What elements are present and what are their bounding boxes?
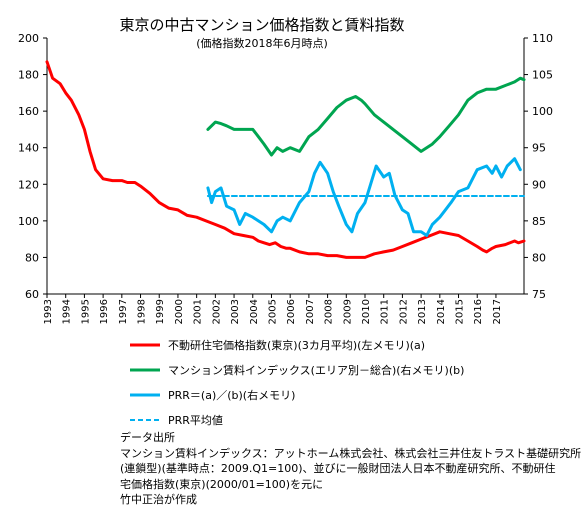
source-note-line: (連鎖型)(基準時点：2009.Q1=100)、並びに一般財団法人日本不動産研究… <box>120 462 556 475</box>
series-layer <box>45 60 526 259</box>
x-tick-label: 2014 <box>436 299 447 324</box>
x-tick-label: 1995 <box>80 299 91 324</box>
left-tick-label: 160 <box>18 105 39 118</box>
x-tick-label: 2012 <box>398 299 409 324</box>
right-tick-label: 95 <box>532 142 546 155</box>
x-tick-label: 2011 <box>380 299 391 324</box>
x-tick-label: 2017 <box>492 299 503 324</box>
series-line-1 <box>206 76 526 157</box>
right-tick-label: 85 <box>532 215 546 228</box>
right-tick-label: 105 <box>532 69 553 82</box>
x-tick-label: 2007 <box>305 299 316 324</box>
left-tick-label: 200 <box>18 32 39 45</box>
source-note-line: 竹中正治が作成 <box>120 493 197 506</box>
left-tick-label: 140 <box>18 142 39 155</box>
legend-label: 不動研住宅価格指数(東京)(3カ月平均)(左メモリ)(a) <box>168 338 425 352</box>
x-tick-label: 2010 <box>361 299 372 324</box>
source-note-line: データ出所 <box>120 431 175 444</box>
x-tick-label: 2009 <box>342 299 353 324</box>
left-tick-label: 60 <box>25 288 39 301</box>
source-note-line: 宅価格指数(東京)(2000/01=100)を元に <box>120 477 324 491</box>
right-tick-label: 100 <box>532 105 553 118</box>
series-line-2 <box>206 157 522 237</box>
right-tick-label: 110 <box>532 32 553 45</box>
left-tick-label: 100 <box>18 215 39 228</box>
x-tick-label: 1994 <box>62 299 73 324</box>
legend: 不動研住宅価格指数(東京)(3カ月平均)(左メモリ)(a) マンション賃料インデッ… <box>130 338 464 427</box>
x-tick-label: 2016 <box>473 299 484 324</box>
x-tick-label: 2008 <box>324 299 335 324</box>
chart-subtitle: (価格指数2018年6月時点) <box>196 36 328 50</box>
x-tick-label: 2005 <box>267 299 278 324</box>
source-note-line: マンション賃料インデックス：アットホーム株式会社、株式会社三井住友トラスト基礎研… <box>120 446 581 460</box>
x-tick-label: 1996 <box>99 299 110 324</box>
x-tick-label: 1998 <box>137 299 148 324</box>
chart-title: 東京の中古マンション価格指数と賃料指数 <box>119 16 404 34</box>
x-tick-label: 2013 <box>417 299 428 324</box>
legend-label: PRR＝(a)／(b)(右メモリ) <box>168 388 295 402</box>
x-tick-label: 1999 <box>155 299 166 324</box>
source-notes: データ出所 マンション賃料インデックス：アットホーム株式会社、株式会社三井住友ト… <box>120 430 581 508</box>
legend-label: マンション賃料インデックス(エリア別－総合)(右メモリ)(b) <box>168 363 464 377</box>
x-tick-label: 1997 <box>118 299 129 324</box>
x-tick-label: 2000 <box>174 299 185 324</box>
x-tick-label: 2003 <box>230 299 241 324</box>
right-tick-label: 80 <box>532 251 546 264</box>
left-tick-label: 80 <box>25 251 39 264</box>
x-tick-label: 2001 <box>193 299 204 324</box>
x-tick-label: 2015 <box>455 299 466 324</box>
x-tick-label: 2002 <box>211 299 222 324</box>
left-tick-label: 120 <box>18 178 39 191</box>
x-tick-label: 2004 <box>249 299 260 324</box>
legend-label: PRR平均値 <box>168 414 223 427</box>
x-tick-label: 2006 <box>286 299 297 324</box>
left-tick-label: 180 <box>18 69 39 82</box>
x-tick-label: 1993 <box>43 299 54 324</box>
right-tick-label: 90 <box>532 178 546 191</box>
right-tick-label: 75 <box>532 288 546 301</box>
axes: 60 80 100 120 140 160 180 200 75 80 85 90 95 100 105 11… <box>18 32 553 324</box>
series-line-0 <box>45 60 526 259</box>
